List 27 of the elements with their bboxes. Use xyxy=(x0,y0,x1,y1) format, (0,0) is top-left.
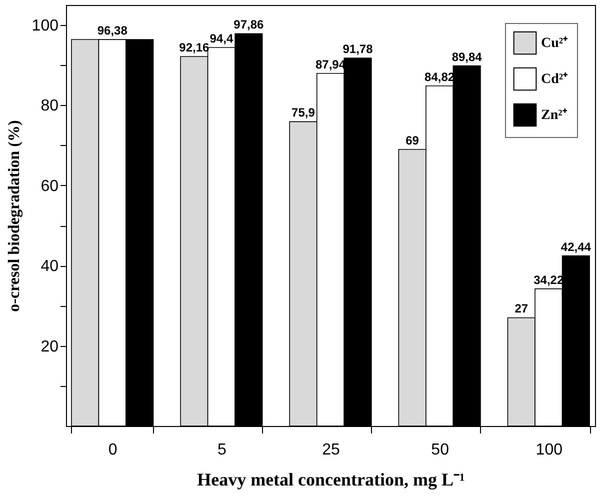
data-label: 42,44 xyxy=(560,240,592,254)
data-label: 34,22 xyxy=(534,272,564,287)
y-tick-label: 80 xyxy=(40,98,59,115)
data-label: 94,4 xyxy=(210,32,234,46)
legend-label: Cu²⁺ xyxy=(541,36,568,51)
x-tick-label: 0 xyxy=(108,442,118,458)
x-tick-label: 100 xyxy=(536,442,563,458)
y-tick-label: 20 xyxy=(40,338,59,356)
legend-label: Zn²⁺ xyxy=(541,108,568,123)
data-label: 75,9 xyxy=(292,106,316,120)
y-tick-label: 40 xyxy=(40,258,59,276)
x-axis-title: Heavy metal concentration, mg L⁻¹ xyxy=(197,470,465,490)
data-label: 92,16 xyxy=(179,40,210,54)
data-label: 84,82 xyxy=(424,70,455,84)
y-tick-label: 60 xyxy=(40,178,59,195)
legend-label: Cd²⁺ xyxy=(541,72,568,87)
data-label: 97,86 xyxy=(234,18,264,32)
x-tick-label: 5 xyxy=(217,442,226,458)
x-tick-label: 25 xyxy=(322,442,340,458)
x-tick-label: 50 xyxy=(431,442,450,458)
y-tick-label: 100 xyxy=(32,18,59,35)
data-label: 96,38 xyxy=(97,24,128,38)
y-axis-title: o-cresol biodegradation (%) xyxy=(6,120,23,312)
data-label: 91,78 xyxy=(342,42,374,56)
data-label: 27 xyxy=(514,302,528,316)
data-label: 89,84 xyxy=(452,50,482,64)
data-label: 69 xyxy=(406,133,420,148)
